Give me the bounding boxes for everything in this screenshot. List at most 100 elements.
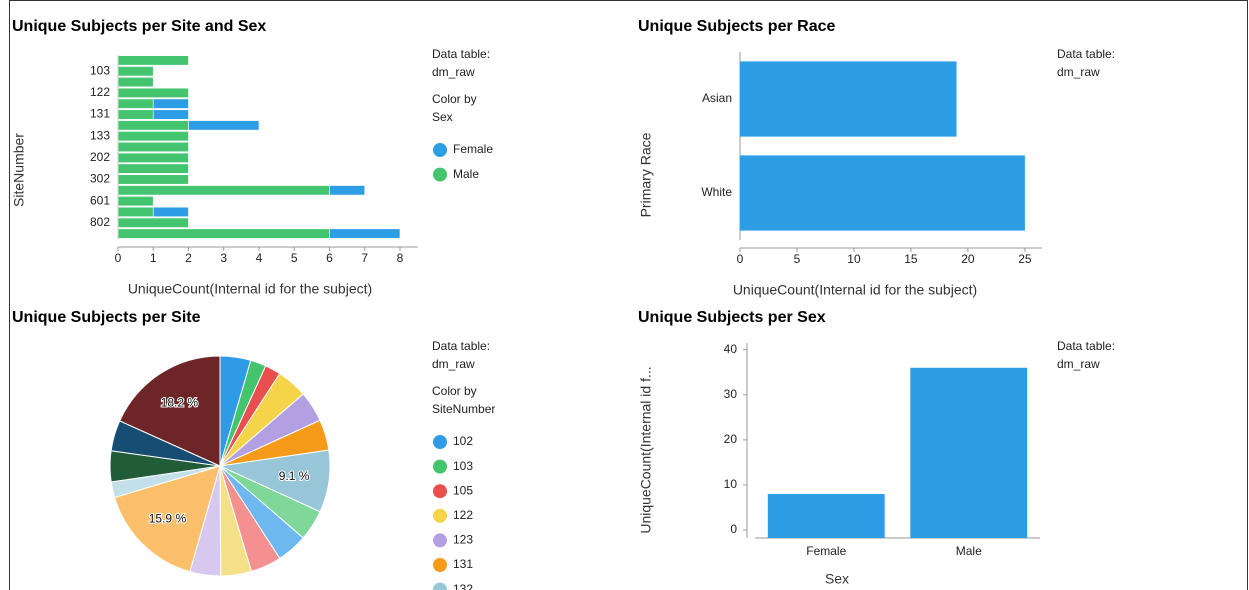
- x-tick-label: 25: [1018, 252, 1032, 266]
- bar: [740, 61, 957, 137]
- slice-label: 9.1 %: [279, 469, 310, 483]
- legend-swatch: [433, 558, 447, 572]
- bar-segment: [117, 98, 154, 109]
- legend-color-by: SiteNumber: [432, 402, 495, 416]
- legend-swatch: [433, 533, 447, 548]
- slice-label: 18.2 %: [161, 395, 199, 409]
- pie-slice: [113, 465, 221, 573]
- bar: [910, 367, 1028, 538]
- x-tick-label: 5: [291, 251, 298, 265]
- x-tick-label: 8: [397, 251, 404, 265]
- chart-title: Unique Subjects per Sex: [638, 309, 826, 326]
- bar-segment: [117, 131, 189, 142]
- bar-segment: [117, 206, 154, 218]
- y-axis-title: SiteNumber: [11, 133, 27, 207]
- legend-color-by-label: Color by: [432, 384, 477, 398]
- x-tick-label: 5: [794, 252, 801, 266]
- chart-title: Unique Subjects per Site: [12, 309, 201, 326]
- bar-segment: [117, 120, 189, 131]
- y-tick-label: White: [701, 185, 732, 199]
- x-tick-label: 6: [326, 251, 333, 265]
- y-tick-label: 10: [724, 477, 738, 491]
- bar-segment: [117, 185, 330, 196]
- bar-segment: [329, 185, 366, 196]
- y-tick-label: 30: [724, 387, 738, 401]
- pie-slice: [119, 355, 221, 467]
- legend-data-table-label: Data table:: [432, 339, 490, 353]
- y-tick-label: 122: [90, 85, 110, 99]
- y-tick-label: Asian: [702, 91, 732, 105]
- y-tick-label: 202: [90, 150, 110, 164]
- legend-swatch: [433, 582, 447, 590]
- legend-label: 105: [453, 483, 473, 497]
- y-tick-label: 601: [90, 193, 110, 207]
- legend-data-table-label: Data table:: [1057, 47, 1115, 61]
- x-tick-label: 0: [737, 252, 744, 266]
- bar-segment: [117, 55, 189, 66]
- bar-segment: [117, 196, 154, 207]
- legend-label: Female: [453, 142, 493, 156]
- y-tick-label: 131: [90, 107, 110, 121]
- frame: [9, 0, 1248, 590]
- x-tick-label: 0: [115, 251, 122, 265]
- x-axis-title: UniqueCount(Internal id for the subject): [128, 281, 372, 297]
- x-tick-label: Male: [956, 544, 982, 558]
- y-axis-title: UniqueCount(Internal id f...: [638, 366, 654, 533]
- legend-data-table: dm_raw: [432, 357, 475, 371]
- legend-color-by: Sex: [432, 110, 453, 124]
- legend-swatch: [433, 484, 447, 499]
- legend-label: 132: [453, 582, 473, 590]
- legend-swatch: [433, 459, 447, 474]
- y-tick-label: 802: [90, 215, 110, 229]
- x-tick-label: 20: [961, 252, 975, 266]
- x-tick-label: 4: [256, 251, 263, 265]
- legend-color-by-label: Color by: [432, 92, 477, 106]
- x-tick-label: 15: [904, 252, 918, 266]
- x-axis-title: Sex: [825, 571, 849, 587]
- bar-segment: [152, 98, 189, 109]
- x-tick-label: 2: [185, 251, 192, 265]
- slice-label: 15.9 %: [149, 511, 187, 525]
- legend-label: 122: [453, 508, 473, 522]
- bar-segment: [117, 152, 189, 163]
- y-tick-label: 302: [90, 172, 110, 186]
- y-tick-label: 0: [730, 522, 737, 536]
- x-tick-label: 1: [150, 251, 157, 265]
- bar-segment: [152, 109, 189, 120]
- legend-label: Male: [453, 167, 479, 181]
- bar-segment: [117, 76, 154, 88]
- bar-segment: [117, 109, 154, 120]
- bar-segment: [117, 66, 154, 77]
- bar: [767, 493, 885, 538]
- legend-data-table: dm_raw: [1057, 357, 1100, 371]
- y-tick-label: 40: [724, 342, 738, 356]
- bar-segment: [117, 228, 330, 239]
- legend-label: 103: [453, 459, 473, 473]
- legend-label: 102: [453, 434, 473, 448]
- legend-label: 123: [453, 533, 473, 547]
- legend-swatch: [433, 143, 447, 157]
- chart-title: Unique Subjects per Race: [638, 18, 835, 35]
- bar-segment: [117, 87, 189, 98]
- legend-data-table-label: Data table:: [432, 47, 490, 61]
- x-tick-label: Female: [806, 544, 846, 558]
- legend-swatch: [433, 435, 447, 449]
- bar-segment: [117, 163, 189, 174]
- bar: [740, 155, 1025, 231]
- y-tick-label: 103: [90, 63, 110, 77]
- y-tick-label: 133: [90, 128, 110, 142]
- bar-segment: [117, 141, 189, 153]
- y-tick-label: 20: [724, 432, 738, 446]
- x-tick-label: 7: [361, 251, 368, 265]
- bar-segment: [152, 206, 189, 218]
- legend-label: 131: [453, 557, 473, 571]
- x-axis-title: UniqueCount(Internal id for the subject): [733, 282, 977, 298]
- legend-data-table: dm_raw: [432, 65, 475, 79]
- legend-data-table: dm_raw: [1057, 65, 1100, 79]
- x-tick-label: 3: [220, 251, 227, 265]
- legend-swatch: [433, 508, 447, 523]
- bar-segment: [188, 120, 260, 131]
- legend-swatch: [433, 167, 447, 182]
